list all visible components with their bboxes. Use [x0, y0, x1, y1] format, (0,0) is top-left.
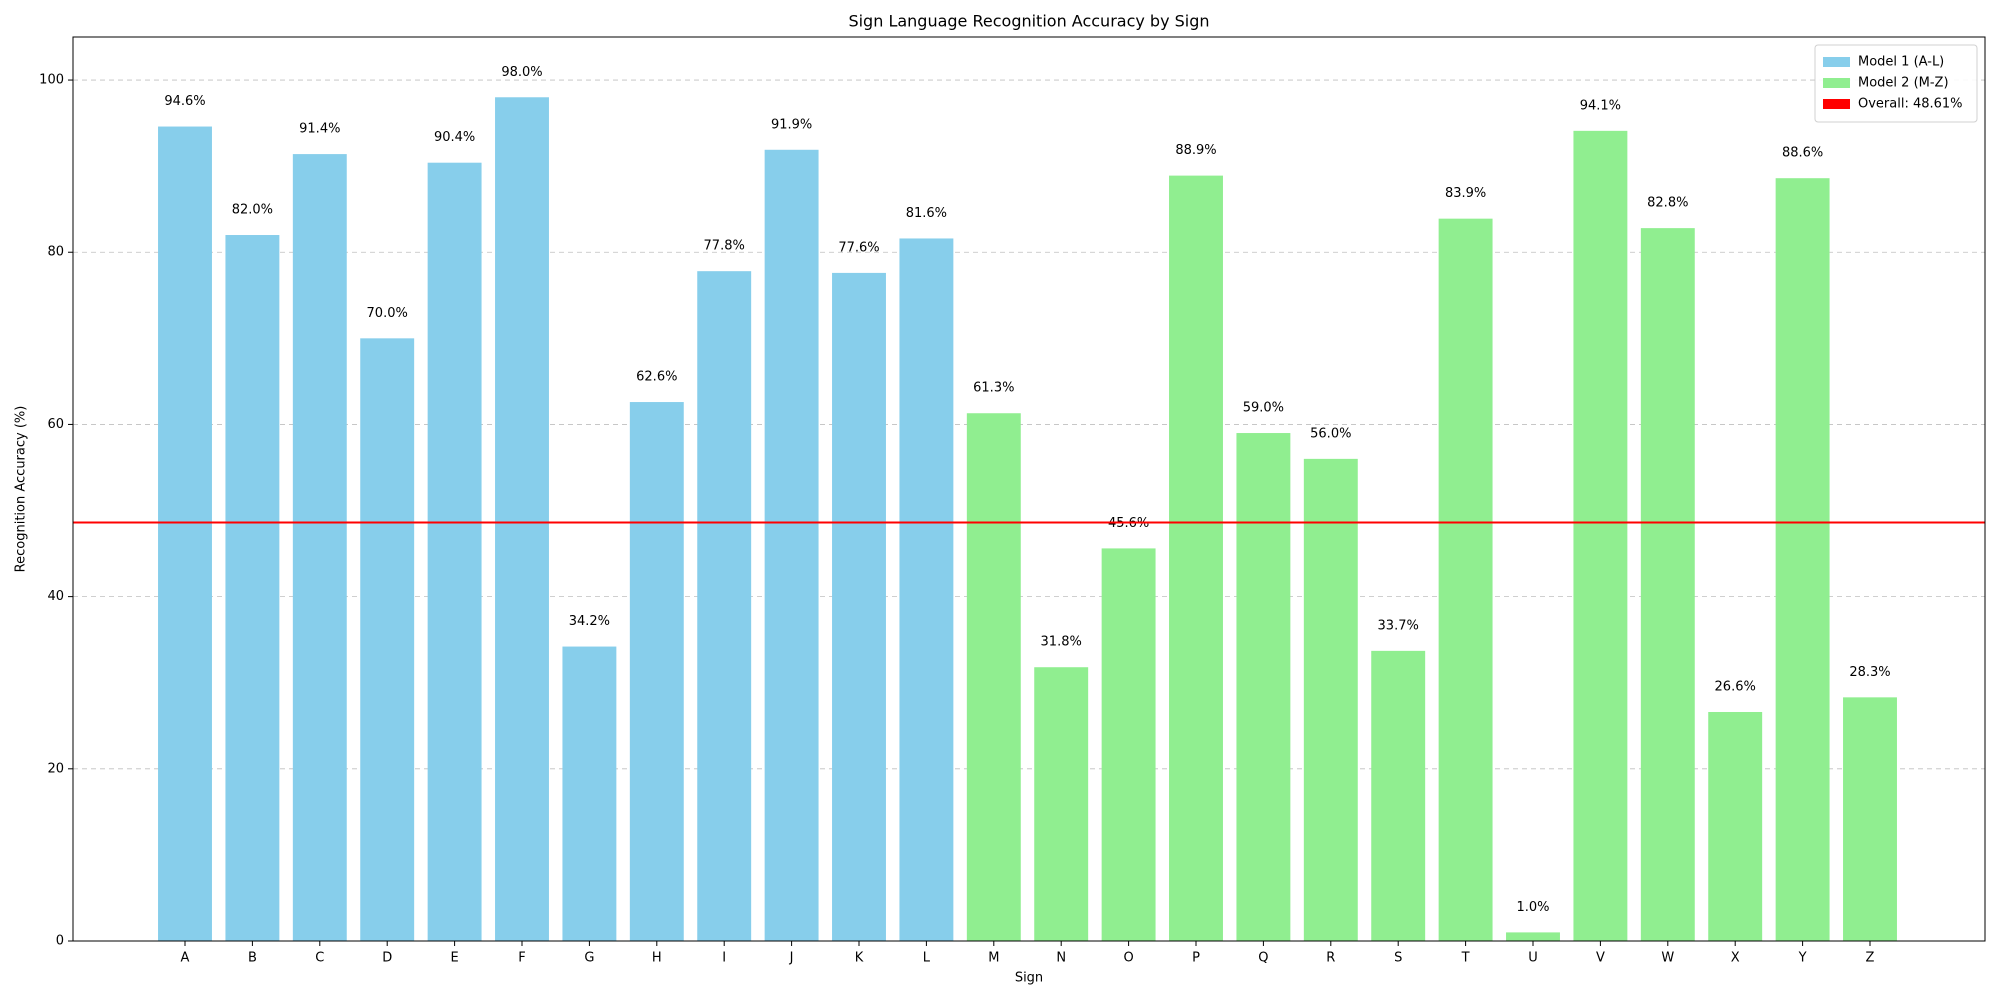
bar [158, 126, 212, 941]
value-label: 90.4% [434, 130, 475, 145]
x-tick-label: N [1056, 951, 1066, 966]
x-tick-label: H [652, 951, 662, 966]
legend-swatch [1823, 78, 1850, 88]
y-tick-label: 80 [47, 245, 64, 260]
x-tick-label: Q [1258, 951, 1268, 966]
bar [1573, 130, 1628, 941]
x-tick-label: V [1596, 951, 1605, 966]
value-label: 82.0% [232, 203, 273, 218]
bar [629, 402, 684, 941]
y-tick-label: 0 [56, 934, 64, 949]
x-tick-label: Y [1798, 951, 1807, 966]
value-label: 62.6% [636, 370, 677, 385]
bar [899, 238, 954, 941]
legend-box [1814, 44, 1978, 123]
x-tick-label: C [315, 951, 324, 966]
legend-swatch [1823, 99, 1850, 109]
bar [292, 154, 347, 941]
value-label: 91.9% [771, 117, 812, 132]
bar [1775, 178, 1830, 942]
bar [1236, 433, 1291, 941]
value-label: 88.6% [1782, 146, 1823, 161]
x-tick-label: E [450, 951, 458, 966]
value-label: 28.3% [1849, 665, 1890, 680]
x-tick-label: W [1661, 951, 1674, 966]
bar [1843, 697, 1897, 941]
bar [225, 235, 280, 941]
value-label: 77.6% [838, 240, 879, 255]
value-label: 83.9% [1445, 186, 1486, 201]
legend-label: Model 1 (A-L) [1858, 55, 1944, 70]
bar [1506, 932, 1560, 941]
value-label: 34.2% [569, 614, 610, 629]
x-tick-label: M [988, 951, 999, 966]
value-label: 31.8% [1041, 635, 1082, 650]
value-label: 77.8% [704, 239, 745, 254]
bar [764, 149, 819, 941]
x-tick-label: R [1326, 951, 1335, 966]
x-tick-label: O [1123, 951, 1133, 966]
y-tick-label: 40 [47, 589, 64, 604]
value-label: 56.0% [1310, 426, 1351, 441]
x-tick-label: P [1192, 951, 1200, 966]
x-tick-label: T [1461, 951, 1470, 966]
x-tick-label: U [1528, 951, 1538, 966]
x-tick-label: I [722, 951, 726, 966]
value-label: 94.6% [164, 94, 205, 109]
x-tick-label: G [584, 951, 594, 966]
bar [1708, 711, 1763, 941]
x-tick-label: J [789, 951, 794, 966]
bar [1640, 228, 1695, 942]
bar [495, 97, 549, 942]
legend-label: Overall: 48.61% [1858, 97, 1963, 112]
x-tick-label: L [923, 951, 931, 966]
value-label: 70.0% [367, 306, 408, 321]
bar [562, 646, 617, 941]
value-label: 33.7% [1378, 618, 1419, 633]
value-label: 91.4% [299, 122, 340, 137]
value-label: 88.9% [1175, 143, 1216, 158]
value-label: 94.1% [1580, 98, 1621, 113]
bar [360, 338, 415, 941]
bar [697, 271, 752, 941]
bar [966, 413, 1021, 941]
axes-frame [72, 36, 1986, 942]
x-tick-label: K [855, 951, 864, 966]
chart-title: Sign Language Recognition Accuracy by Si… [848, 12, 1209, 31]
bar [1034, 667, 1089, 941]
x-tick-label: F [518, 951, 525, 966]
bar [832, 272, 886, 941]
value-label: 61.3% [973, 381, 1014, 396]
bar [427, 162, 482, 942]
bar [1438, 218, 1493, 941]
legend-label: Model 2 (M-Z) [1858, 76, 1949, 91]
value-label: 59.0% [1243, 401, 1284, 416]
y-tick-label: 60 [47, 417, 64, 432]
legend-swatch [1823, 57, 1850, 67]
value-label: 81.6% [906, 206, 947, 221]
bar [1371, 650, 1426, 941]
x-tick-label: Z [1866, 951, 1875, 966]
bar [1101, 548, 1156, 941]
x-axis-label: Sign [1015, 971, 1043, 986]
value-label: 82.8% [1647, 196, 1688, 211]
value-label: 1.0% [1516, 900, 1549, 915]
x-tick-label: S [1394, 951, 1402, 966]
value-label: 98.0% [501, 65, 542, 80]
x-tick-label: X [1731, 951, 1740, 966]
bar [1169, 175, 1223, 941]
y-axis-label: Recognition Accuracy (%) [14, 406, 29, 573]
y-tick-label: 100 [39, 73, 64, 88]
y-tick-label: 20 [47, 761, 64, 776]
value-label: 26.6% [1715, 679, 1756, 694]
bar [1303, 458, 1358, 941]
x-tick-label: B [248, 951, 257, 966]
x-tick-label: A [181, 951, 190, 966]
x-tick-label: D [382, 951, 392, 966]
